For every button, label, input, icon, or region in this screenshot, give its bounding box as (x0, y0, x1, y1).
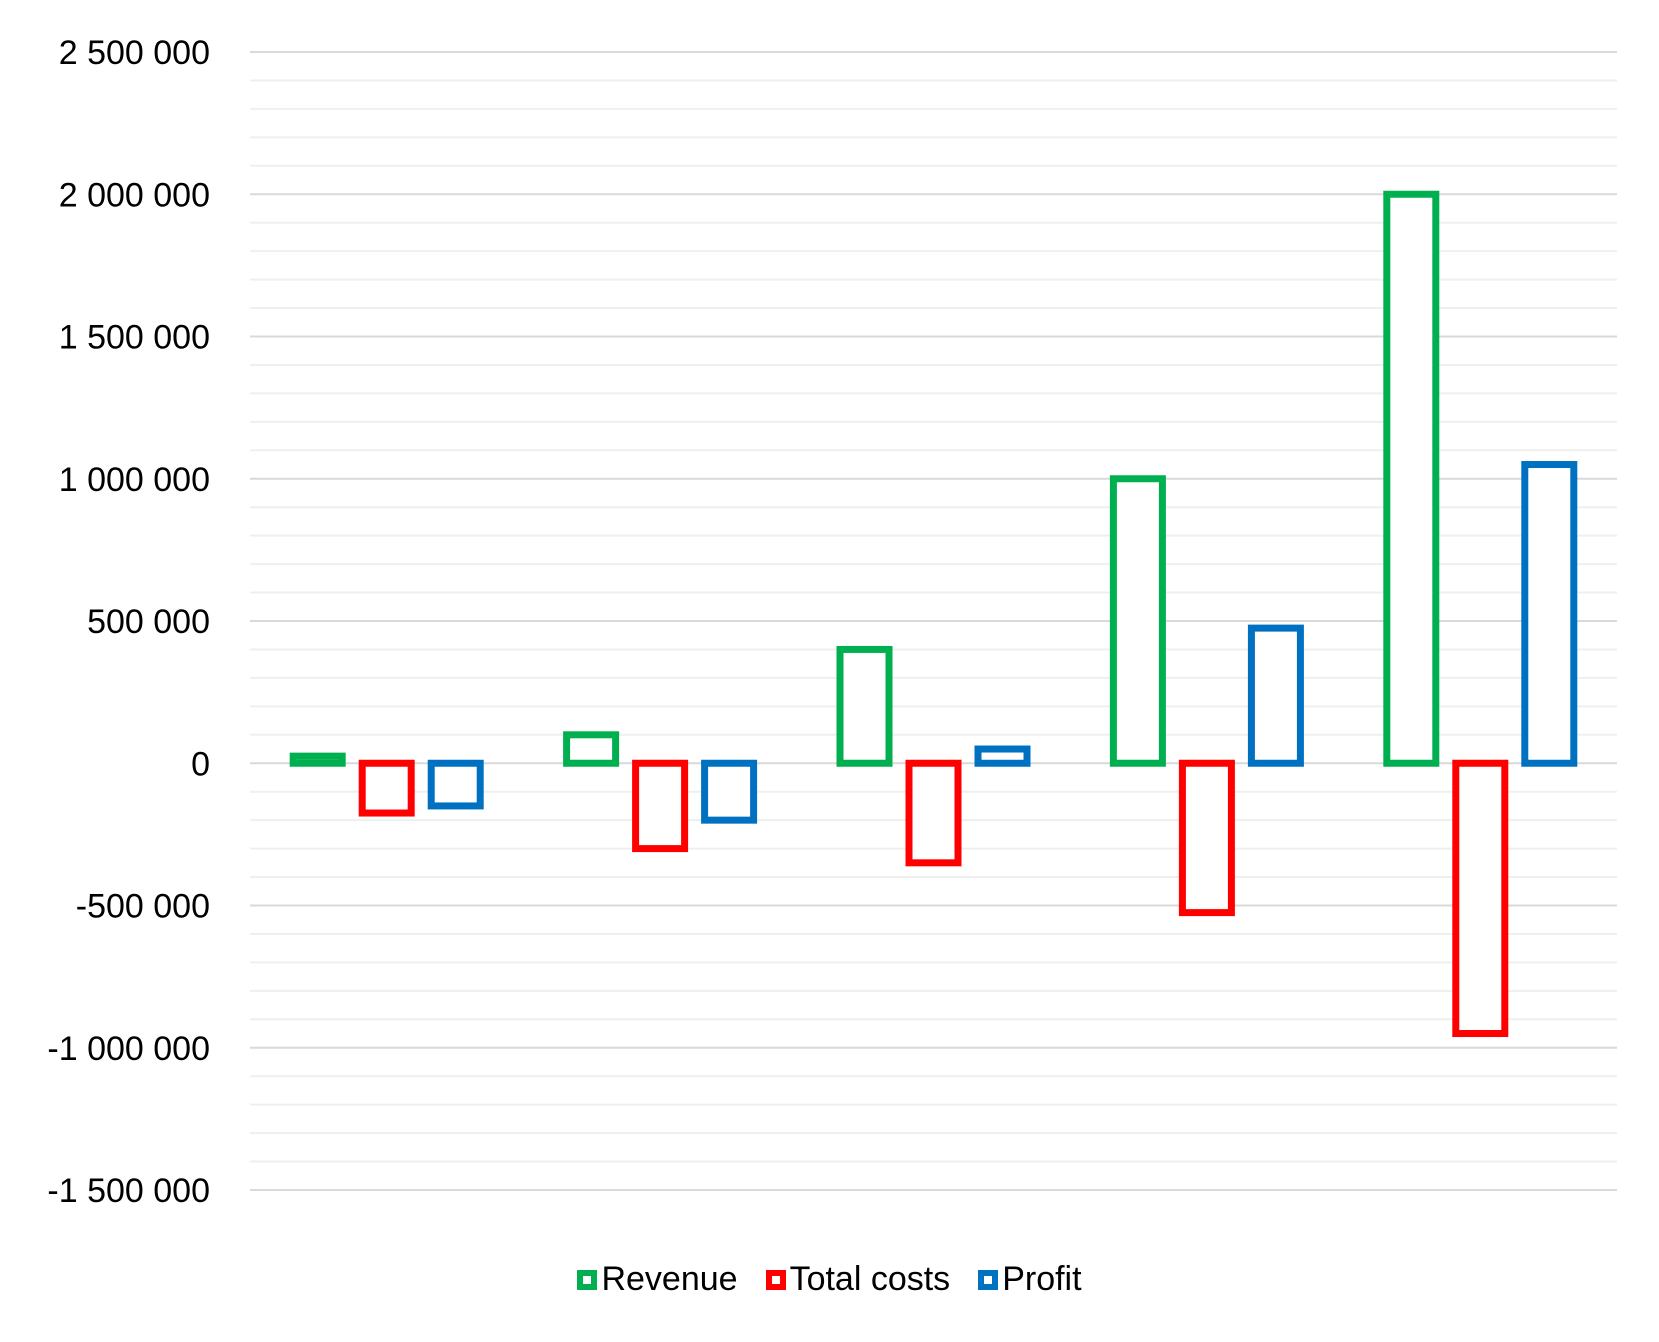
y-tick-label: -1 000 000 (47, 1030, 210, 1068)
bar-total-costs (1452, 759, 1509, 1038)
bars (289, 190, 1578, 1038)
y-tick-label: 1 500 000 (59, 319, 210, 357)
bar-profit (974, 745, 1031, 767)
bar-revenue (1109, 475, 1166, 767)
legend-swatch-total-costs (765, 1269, 786, 1290)
legend-swatch-profit (978, 1269, 999, 1290)
legend-label-total-costs: Total costs (789, 1260, 951, 1298)
bar-total-costs (905, 759, 962, 867)
y-tick-label: 2 500 000 (59, 34, 210, 72)
legend-label-profit: Profit (1002, 1260, 1082, 1298)
y-tick-label: 500 000 (87, 603, 210, 641)
legend-swatch-revenue (577, 1269, 598, 1290)
y-tick-label: 0 (191, 745, 210, 783)
bar-total-costs (1178, 759, 1235, 917)
legend-item-revenue: Revenue (577, 1260, 738, 1299)
legend-item-profit: Profit (978, 1260, 1082, 1299)
bar-revenue (1383, 190, 1440, 767)
bar-revenue (289, 752, 346, 767)
bar-profit (701, 759, 758, 824)
bar-profit (1247, 624, 1304, 767)
legend-label-revenue: Revenue (601, 1260, 738, 1298)
y-axis-tick-labels: 2 500 000 2 000 000 1 500 000 1 000 000 500 … (47, 34, 210, 1210)
bar-profit (427, 759, 484, 810)
bar-total-costs (632, 759, 689, 853)
legend: Revenue Total costs Profit (0, 1260, 1659, 1299)
y-tick-label: -1 500 000 (47, 1172, 210, 1210)
y-tick-label: 2 000 000 (59, 176, 210, 214)
bar-revenue (563, 731, 620, 767)
legend-item-total-costs: Total costs (765, 1260, 951, 1299)
bar-total-costs (358, 759, 415, 817)
y-tick-label: 1 000 000 (59, 461, 210, 499)
bar-profit (1521, 461, 1578, 767)
bar-revenue (836, 645, 893, 767)
y-tick-label: -500 000 (76, 888, 210, 926)
